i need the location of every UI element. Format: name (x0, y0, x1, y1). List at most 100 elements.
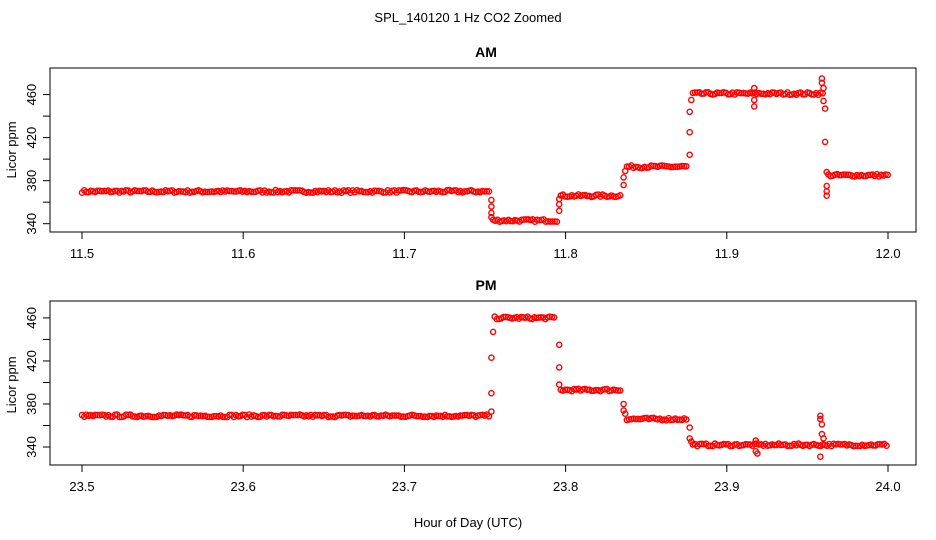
pm-data-point (752, 437, 760, 444)
am-data-point (680, 162, 688, 170)
am-data-point (620, 174, 627, 181)
pm-data-point (852, 442, 860, 450)
am-data-point (230, 188, 238, 195)
pm-data-point (485, 413, 493, 420)
am-data-point (683, 162, 690, 170)
pm-data-point (415, 412, 422, 420)
am-data-point (360, 188, 367, 196)
pm-data-point (443, 413, 451, 420)
pm-data-point (500, 313, 507, 321)
am-data-point (691, 89, 699, 96)
am-data-point (553, 218, 561, 225)
am-data-point (823, 182, 831, 190)
am-data-point (616, 191, 624, 199)
pm-data-point (388, 412, 396, 419)
am-data-point (820, 84, 827, 92)
figure-title: SPL_140120 1 Hz CO2 Zoomed (374, 10, 561, 25)
pm-data-point (289, 411, 297, 419)
pm-data-point (204, 413, 211, 421)
pm-data-point (837, 441, 844, 448)
am-y-axis-label: Licor ppm (4, 121, 19, 178)
am-data-point (226, 187, 233, 195)
pm-data-point (555, 381, 563, 388)
am-y-tick-label: 420 (24, 127, 39, 149)
am-data-point (395, 187, 403, 194)
am-data-point (175, 187, 183, 195)
am-data-point (373, 187, 381, 195)
am-data-point (555, 200, 563, 208)
pm-data-point (206, 413, 213, 421)
am-data-point (485, 188, 493, 195)
pm-data-point (461, 411, 469, 419)
am-data-point (716, 89, 723, 97)
pm-data-point (588, 387, 595, 395)
pm-data-point (686, 424, 694, 431)
am-data-point (836, 171, 843, 179)
am-data-point (555, 195, 563, 203)
am-x-tick-label: 12.0 (875, 246, 900, 261)
pm-data-point (413, 412, 420, 420)
pm-plot-frame (49, 300, 917, 466)
pm-data-point (94, 411, 101, 419)
pm-y-tick-label: 340 (24, 436, 39, 458)
pm-data-point (883, 442, 890, 450)
am-data-point (292, 187, 299, 194)
am-data-point (549, 218, 556, 225)
am-data-point (672, 163, 679, 170)
am-x-tick-label: 11.8 (553, 246, 577, 261)
am-x-tick-label: 11.5 (70, 246, 94, 261)
pm-data-point (620, 407, 627, 414)
pm-x-axis: 23.5 23.6 23.7 23.8 23.9 24.0 (69, 465, 901, 494)
pm-data-point (620, 400, 627, 408)
pm-x-tick-label: 23.6 (231, 479, 256, 494)
pm-data-point (616, 387, 624, 394)
am-y-tick-label: 340 (24, 213, 39, 235)
am-data-point (488, 209, 495, 217)
am-data-point (488, 196, 495, 204)
am-y-tick-label: 460 (24, 84, 39, 106)
pm-data-point (340, 411, 348, 419)
am-panel: AM Licor ppm 11.5 11.6 11.7 11.8 11.9 12.0 34… (4, 44, 917, 261)
pm-data-point (614, 387, 622, 394)
am-data-point (821, 138, 829, 146)
am-data-point (820, 97, 827, 105)
am-data-point (678, 162, 686, 170)
pm-data-point (550, 314, 558, 321)
am-data-points (78, 75, 892, 225)
pm-y-axis-label: Licor ppm (4, 356, 19, 413)
pm-data-point (632, 415, 640, 423)
x-axis-label: Hour of Day (UTC) (414, 515, 522, 530)
pm-data-point (818, 421, 826, 428)
pm-data-point (419, 413, 427, 421)
pm-data-point (278, 411, 286, 419)
am-data-point (842, 171, 850, 179)
pm-data-point (488, 408, 495, 415)
am-data-point (688, 96, 695, 104)
pm-data-point (621, 410, 629, 418)
am-data-point (133, 187, 141, 195)
pm-data-point (287, 411, 295, 419)
pm-panel-title: PM (476, 277, 497, 293)
pm-data-point (488, 389, 495, 397)
am-data-point (481, 188, 488, 195)
am-data-point (289, 187, 297, 194)
am-data-point (621, 167, 629, 175)
pm-data-point (397, 413, 405, 421)
am-x-tick-label: 11.9 (715, 246, 739, 261)
am-data-point (294, 187, 301, 194)
pm-x-tick-label: 23.7 (392, 479, 417, 494)
am-data-point (461, 188, 469, 195)
am-data-point (399, 186, 407, 194)
pm-data-point (817, 453, 824, 461)
pm-data-point (149, 413, 156, 421)
pm-data-point (488, 354, 495, 362)
am-data-point (248, 188, 255, 196)
pm-data-point (874, 440, 882, 448)
am-data-point (287, 186, 295, 194)
am-x-tick-label: 11.7 (392, 246, 416, 261)
pm-data-point (210, 412, 218, 420)
pm-y-tick-label: 420 (24, 350, 39, 372)
am-data-point (483, 187, 491, 195)
pm-data-point (555, 341, 563, 349)
pm-x-tick-label: 24.0 (875, 479, 900, 494)
